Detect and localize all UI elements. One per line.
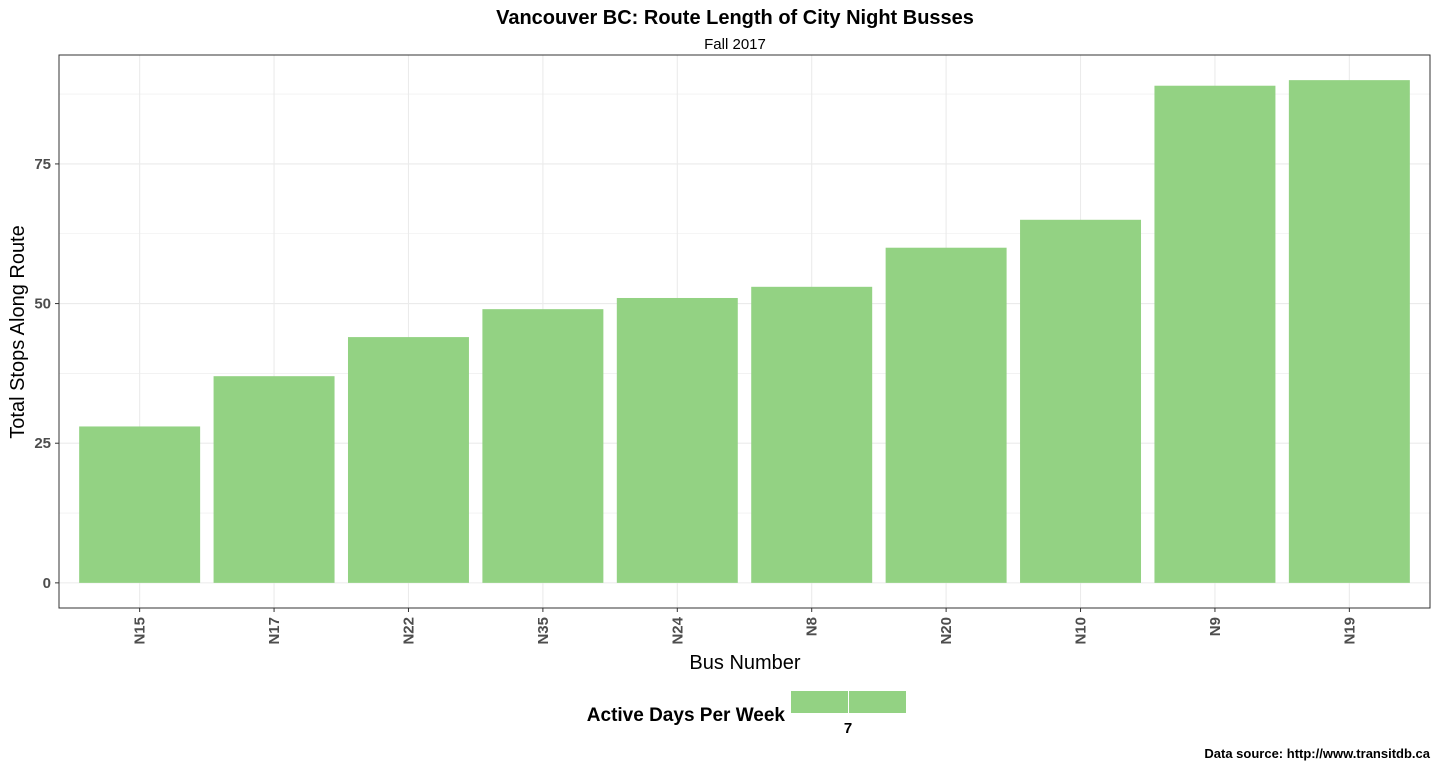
legend-title: Active Days Per Week — [587, 705, 786, 726]
bar-N24 — [616, 297, 738, 583]
bar-N10 — [1020, 219, 1142, 583]
x-tick-label: N20 — [938, 617, 955, 645]
x-tick-label: N24 — [669, 616, 686, 644]
x-tick-label: N10 — [1073, 617, 1090, 645]
x-tick-label: N15 — [132, 617, 149, 645]
bar-N35 — [482, 309, 604, 583]
x-axis-title: Bus Number — [689, 652, 800, 674]
bar-N19 — [1288, 80, 1410, 583]
y-axis: 0 25 50 75 — [34, 156, 59, 592]
x-tick-label: N22 — [400, 617, 417, 645]
y-tick-label: 0 — [43, 575, 51, 592]
bar-N17 — [213, 376, 335, 583]
bar-N8 — [751, 286, 873, 583]
x-tick-label: N9 — [1207, 617, 1224, 636]
y-tick-label: 25 — [34, 435, 51, 452]
x-tick-label: N8 — [804, 617, 821, 636]
x-tick-label: N35 — [535, 617, 552, 645]
y-tick-label: 50 — [34, 296, 51, 313]
bars — [79, 80, 1410, 583]
bar-N20 — [885, 247, 1007, 583]
y-tick-label: 75 — [34, 156, 51, 173]
legend-label: 7 — [844, 720, 852, 737]
chart-subtitle: Fall 2017 — [704, 36, 766, 53]
bar-N15 — [79, 426, 201, 583]
bar-N9 — [1154, 85, 1276, 583]
y-axis-title: Total Stops Along Route — [7, 225, 29, 438]
legend: Active Days Per Week 7 — [587, 691, 906, 737]
x-tick-label: N19 — [1341, 617, 1358, 645]
bar-N22 — [347, 337, 469, 583]
legend-key — [849, 691, 906, 713]
legend-key — [791, 691, 848, 713]
x-axis: N15 N17 N22 N35 N24 N8 N20 N10 N9 N19 — [132, 608, 1358, 645]
chart-title: Vancouver BC: Route Length of City Night… — [496, 7, 974, 29]
x-tick-label: N17 — [266, 617, 283, 645]
caption: Data source: http://www.transitdb.ca — [1204, 746, 1430, 761]
plot-border — [58, 54, 1431, 609]
